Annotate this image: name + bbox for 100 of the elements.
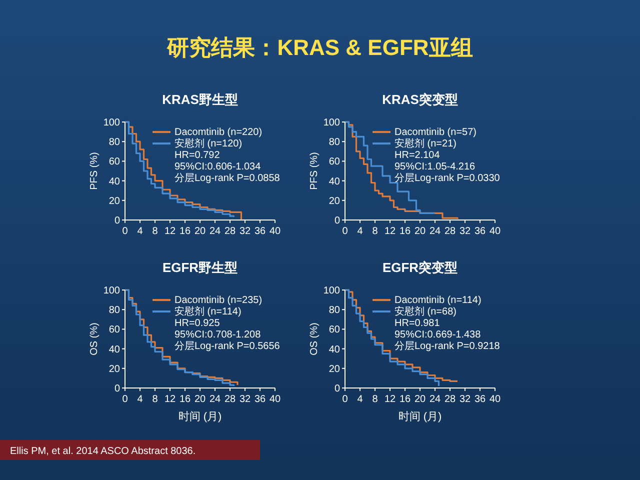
y-tick-label: 0 [114, 216, 120, 226]
annotation: HR=0.981 [394, 318, 440, 329]
legend-label: Dacomtinib (n=235) [174, 295, 262, 306]
y-tick-label: 20 [328, 196, 340, 207]
x-axis-title: 时间 (月) [178, 410, 222, 423]
annotation: 分层Log-rank P=0.9218 [394, 340, 500, 352]
y-tick-label: 40 [108, 176, 120, 188]
annotation: 分层Log-rank P=0.0858 [174, 172, 280, 184]
annotation: 95%CI:1.05-4.216 [394, 162, 476, 172]
x-tick-label: 28 [224, 226, 236, 237]
y-tick-label: 20 [108, 364, 120, 375]
x-tick-label: 4 [137, 394, 144, 405]
y-tick-label: 80 [328, 305, 340, 316]
x-tick-label: 24 [429, 394, 441, 405]
annotation: 95%CI:0.606-1.034 [174, 162, 262, 172]
y-tick-label: 0 [334, 384, 340, 394]
x-tick-label: 16 [179, 394, 191, 405]
x-tick-label: 32 [239, 226, 251, 237]
x-tick-label: 24 [429, 226, 441, 237]
y-tick-label: 60 [108, 324, 120, 336]
y-tick-label: 80 [108, 305, 120, 316]
y-tick-label: 60 [328, 324, 340, 336]
legend-label: 安慰剂 (n=120) [174, 138, 242, 150]
legend-label: Dacomtinib (n=220) [174, 127, 262, 138]
x-tick-label: 24 [209, 226, 221, 237]
y-axis-title: PFS (%) [89, 152, 100, 190]
x-tick-label: 40 [269, 394, 281, 405]
y-tick-label: 40 [328, 344, 340, 356]
annotation: 95%CI:0.669-1.438 [394, 330, 482, 340]
x-tick-label: 32 [459, 226, 471, 237]
y-tick-label: 100 [103, 286, 120, 296]
y-tick-label: 80 [328, 137, 340, 148]
x-tick-label: 0 [342, 394, 348, 405]
x-tick-label: 36 [254, 394, 266, 405]
chart-title: KRAS突变型 [382, 92, 458, 107]
x-tick-label: 12 [164, 394, 176, 405]
y-tick-label: 100 [323, 118, 340, 128]
y-tick-label: 60 [108, 156, 120, 168]
text: 研究结果：KRAS & EGFR亚组 [166, 35, 473, 60]
legend-label: Dacomtinib (n=57) [394, 127, 476, 138]
y-tick-label: 0 [334, 216, 340, 226]
x-tick-label: 40 [489, 394, 501, 405]
legend-label: 安慰剂 (n=21) [394, 138, 456, 150]
y-tick-label: 40 [328, 176, 340, 188]
x-tick-label: 8 [152, 394, 158, 405]
x-tick-label: 28 [224, 394, 236, 405]
annotation: 分层Log-rank P=0.5656 [174, 340, 280, 352]
y-tick-label: 80 [108, 137, 120, 148]
y-axis-title: OS (%) [309, 322, 320, 356]
x-tick-label: 32 [239, 394, 251, 405]
y-tick-label: 60 [328, 156, 340, 168]
x-tick-label: 8 [372, 226, 378, 237]
x-tick-label: 12 [164, 226, 176, 237]
x-tick-label: 0 [122, 394, 128, 405]
y-tick-label: 100 [103, 118, 120, 128]
x-tick-label: 8 [372, 394, 378, 405]
chart-title: EGFR野生型 [162, 260, 238, 275]
x-tick-label: 12 [384, 226, 396, 237]
x-tick-label: 20 [414, 226, 426, 237]
x-tick-label: 8 [152, 226, 158, 237]
legend-label: 安慰剂 (n=68) [394, 306, 456, 318]
x-tick-label: 4 [137, 226, 144, 237]
x-tick-label: 16 [399, 226, 411, 237]
x-tick-label: 20 [194, 394, 206, 405]
x-tick-label: 4 [357, 394, 364, 405]
x-tick-label: 16 [399, 394, 411, 405]
x-tick-label: 0 [122, 226, 128, 237]
y-tick-label: 20 [108, 196, 120, 207]
x-tick-label: 28 [444, 226, 456, 237]
y-tick-label: 40 [108, 344, 120, 356]
text: Ellis PM, et al. 2014 ASCO Abstract 8036. [10, 446, 196, 457]
x-tick-label: 20 [414, 394, 426, 405]
chart-title: EGFR突变型 [382, 260, 458, 275]
x-tick-label: 0 [342, 226, 348, 237]
x-tick-label: 20 [194, 226, 206, 237]
legend-label: 安慰剂 (n=114) [174, 306, 242, 318]
x-tick-label: 40 [489, 226, 501, 237]
x-tick-label: 40 [269, 226, 281, 237]
x-axis-title: 时间 (月) [398, 410, 442, 423]
annotation: HR=0.792 [174, 150, 220, 161]
x-tick-label: 12 [384, 394, 396, 405]
annotation: 95%CI:0.708-1.208 [174, 330, 262, 340]
x-tick-label: 36 [474, 226, 486, 237]
x-tick-label: 4 [357, 226, 364, 237]
y-tick-label: 0 [114, 384, 120, 394]
x-tick-label: 36 [474, 394, 486, 405]
x-tick-label: 24 [209, 394, 221, 405]
y-axis-title: OS (%) [89, 322, 100, 356]
legend-label: Dacomtinib (n=114) [394, 295, 482, 306]
annotation: HR=2.104 [394, 150, 440, 161]
x-tick-label: 28 [444, 394, 456, 405]
x-tick-label: 16 [179, 226, 191, 237]
annotation: HR=0.925 [174, 318, 220, 329]
x-tick-label: 36 [254, 226, 266, 237]
y-axis-title: PFS (%) [309, 152, 320, 190]
y-tick-label: 20 [328, 364, 340, 375]
chart-title: KRAS野生型 [162, 92, 238, 107]
y-tick-label: 100 [323, 286, 340, 296]
x-tick-label: 32 [459, 394, 471, 405]
annotation: 分层Log-rank P=0.0330 [394, 172, 500, 184]
